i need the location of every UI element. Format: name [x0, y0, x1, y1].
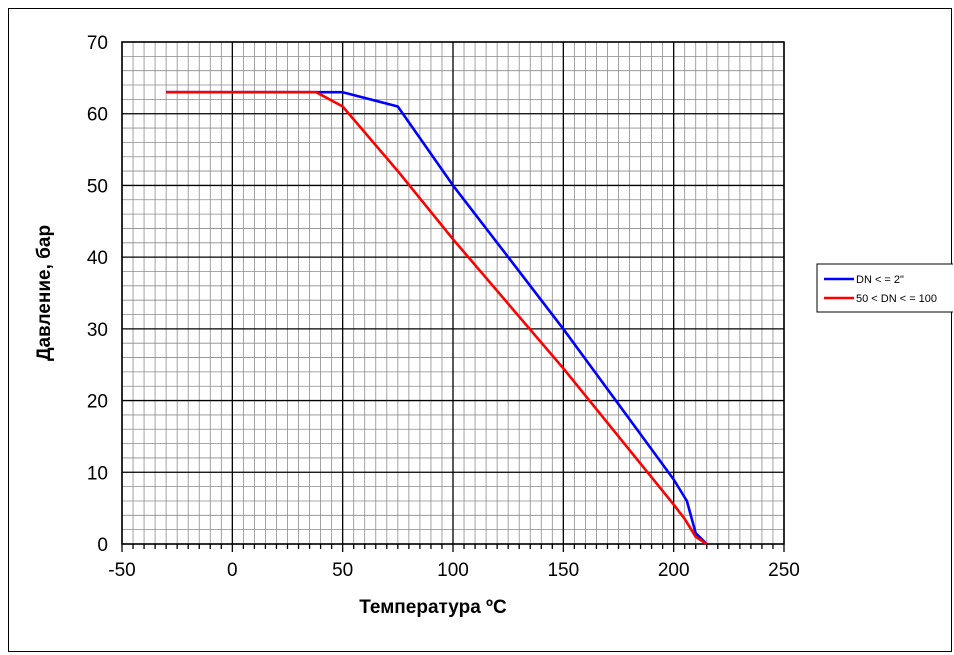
x-tick-label: 100: [437, 560, 469, 581]
x-tick-label: 250: [768, 560, 800, 581]
y-tick-label: 30: [87, 320, 108, 341]
y-tick-label: 50: [87, 176, 108, 197]
series-line-2: [166, 90, 708, 546]
y-tick-label: 20: [87, 392, 108, 413]
x-tick-label: 150: [547, 560, 579, 581]
series-lines: [166, 90, 708, 546]
legend-label-1: DN < = 2": [856, 274, 904, 286]
y-tick-label: 10: [87, 463, 108, 484]
y-tick-label: 60: [87, 105, 108, 126]
x-axis-minor-ticks: [121, 544, 785, 552]
x-tick-label: 50: [332, 560, 353, 581]
x-tick-label: 0: [227, 560, 238, 581]
y-axis-title: Давление, бар: [34, 225, 55, 361]
y-tick-label: 40: [87, 248, 108, 269]
x-tick-label: 200: [658, 560, 690, 581]
x-tick-label: -50: [108, 560, 135, 581]
y-tick-label: 0: [97, 535, 108, 556]
legend: DN < = 2" 50 < DN < = 100: [816, 263, 953, 313]
legend-label-2: 50 < DN < = 100: [856, 293, 937, 305]
legend-box: [816, 263, 953, 313]
x-axis-title: Температура ºC: [359, 597, 507, 618]
chart-frame: -50 0 50 100 150 200 250 0 10 20 30 40 50 60 70 Темпе…: [8, 8, 953, 652]
x-axis-tick-labels: -50 0 50 100 150 200 250: [108, 560, 800, 581]
y-tick-label: 70: [87, 33, 108, 54]
y-axis-tick-labels: 0 10 20 30 40 50 60 70: [87, 33, 108, 556]
series-line-1: [166, 90, 708, 545]
